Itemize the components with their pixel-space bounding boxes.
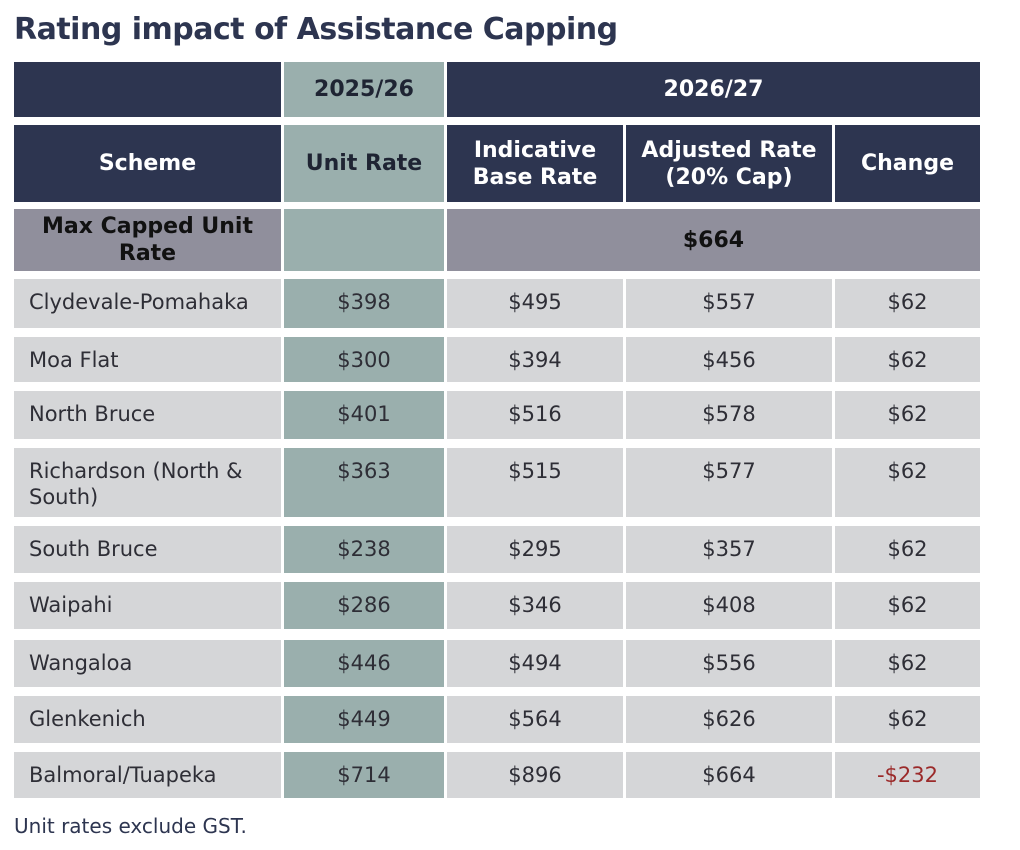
rate-cell: $401 <box>284 391 444 439</box>
title: Rating impact of Assistance Capping <box>14 12 618 47</box>
scheme-name: Waipahi <box>14 582 281 629</box>
header-blank <box>14 62 281 117</box>
scheme-name: Moa Flat <box>14 337 281 382</box>
rate-cell: $408 <box>626 582 832 629</box>
column-header: Adjusted Rate (20% Cap) <box>626 125 832 202</box>
rate-cell: $62 <box>835 391 980 439</box>
rate-cell: $62 <box>835 640 980 687</box>
rate-cell: $295 <box>447 526 623 573</box>
scheme-name: Clydevale-Pomahaka <box>14 279 281 328</box>
scheme-name: Balmoral/Tuapeka <box>14 752 281 798</box>
rate-cell: $495 <box>447 279 623 328</box>
rate-cell: $62 <box>835 696 980 743</box>
rate-cell: $515 <box>447 448 623 517</box>
rate-cell: $578 <box>626 391 832 439</box>
rate-cell: $714 <box>284 752 444 798</box>
rate-cell: $238 <box>284 526 444 573</box>
max-label: Max Capped Unit Rate <box>14 209 281 271</box>
rate-cell: $896 <box>447 752 623 798</box>
rate-cell: $62 <box>835 526 980 573</box>
rate-cell: $626 <box>626 696 832 743</box>
column-header: Scheme <box>14 125 281 202</box>
scheme-name: Wangaloa <box>14 640 281 687</box>
scheme-name: Glenkenich <box>14 696 281 743</box>
rate-cell: $62 <box>835 582 980 629</box>
rate-cell: $363 <box>284 448 444 517</box>
scheme-name: South Bruce <box>14 526 281 573</box>
footnote: Unit rates exclude GST. <box>14 814 247 838</box>
rate-cell: $556 <box>626 640 832 687</box>
column-header: Unit Rate <box>284 125 444 202</box>
max-value: $664 <box>447 209 980 271</box>
scheme-name: Richardson (North & South) <box>14 448 281 517</box>
rate-cell: $494 <box>447 640 623 687</box>
rate-cell: $398 <box>284 279 444 328</box>
rate-cell: $300 <box>284 337 444 382</box>
header-year: 2025/26 <box>284 62 444 117</box>
rate-cell: $456 <box>626 337 832 382</box>
rate-cell: $62 <box>835 337 980 382</box>
rate-cell: $446 <box>284 640 444 687</box>
rate-cell: $286 <box>284 582 444 629</box>
rate-cell: $357 <box>626 526 832 573</box>
rate-cell: $564 <box>447 696 623 743</box>
rate-cell: $664 <box>626 752 832 798</box>
max-blank <box>284 209 444 271</box>
column-header: Change <box>835 125 980 202</box>
column-header: Indicative Base Rate <box>447 125 623 202</box>
rate-cell: $62 <box>835 448 980 517</box>
rate-cell: $577 <box>626 448 832 517</box>
rate-cell: $62 <box>835 279 980 328</box>
rate-cell: -$232 <box>835 752 980 798</box>
rate-cell: $449 <box>284 696 444 743</box>
rate-cell: $394 <box>447 337 623 382</box>
rate-cell: $557 <box>626 279 832 328</box>
header-year: 2026/27 <box>447 62 980 117</box>
rate-cell: $516 <box>447 391 623 439</box>
scheme-name: North Bruce <box>14 391 281 439</box>
rate-cell: $346 <box>447 582 623 629</box>
